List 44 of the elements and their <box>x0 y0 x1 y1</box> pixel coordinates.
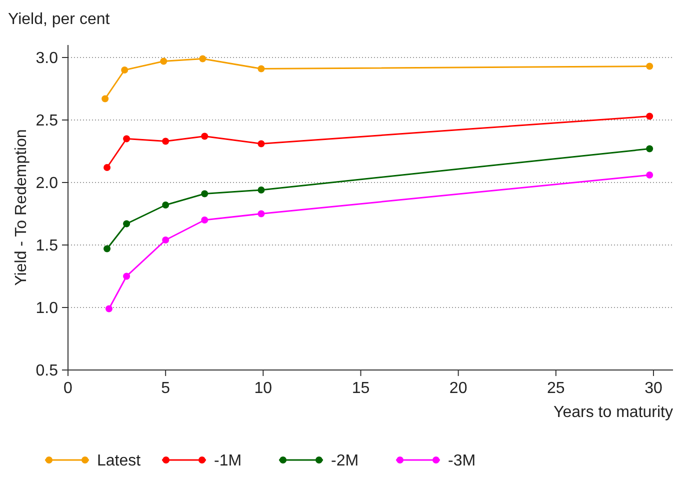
point <box>201 216 208 224</box>
point <box>258 140 265 148</box>
legend-label: Latest <box>97 452 142 470</box>
point <box>646 62 654 70</box>
point <box>105 305 112 312</box>
x-tick-label: 30 <box>644 380 662 397</box>
point <box>258 65 265 72</box>
y-tick-label: 2.5 <box>36 112 58 130</box>
y-tick-label: 1.5 <box>36 238 58 255</box>
x-axis-title: Years to maturity <box>554 404 673 421</box>
legend-label: -2M <box>331 452 359 470</box>
y-tick-label: 3.0 <box>36 50 58 68</box>
y-tick-label: 2.0 <box>36 175 58 192</box>
point <box>102 95 109 102</box>
point <box>201 190 208 198</box>
point <box>121 66 128 74</box>
x-tick-label: 20 <box>449 380 468 397</box>
point <box>258 210 265 218</box>
point <box>646 145 654 152</box>
point <box>201 132 208 140</box>
point <box>646 112 654 120</box>
x-tick-label: 10 <box>254 380 272 397</box>
legend-label: -1M <box>214 452 242 470</box>
point <box>123 220 130 228</box>
x-tick-label: 25 <box>547 380 565 397</box>
y-tick-label: 1.0 <box>36 300 58 318</box>
point <box>104 164 111 171</box>
point <box>199 55 206 62</box>
y-tick-label: 0.5 <box>36 362 58 380</box>
x-tick-label: 5 <box>161 380 170 397</box>
point <box>162 236 170 244</box>
point <box>160 58 168 65</box>
point <box>646 172 654 178</box>
legend-label: -3M <box>448 452 476 470</box>
x-tick-label: 0 <box>64 380 73 397</box>
point <box>123 135 130 142</box>
point <box>162 202 170 208</box>
point <box>162 138 170 145</box>
y-axis-title: Yield - To Redemption <box>13 129 30 286</box>
point <box>123 272 130 280</box>
chart-title: Yield, per cent <box>8 11 110 28</box>
point <box>104 245 111 252</box>
point <box>258 186 265 194</box>
x-tick-label: 15 <box>352 380 370 397</box>
